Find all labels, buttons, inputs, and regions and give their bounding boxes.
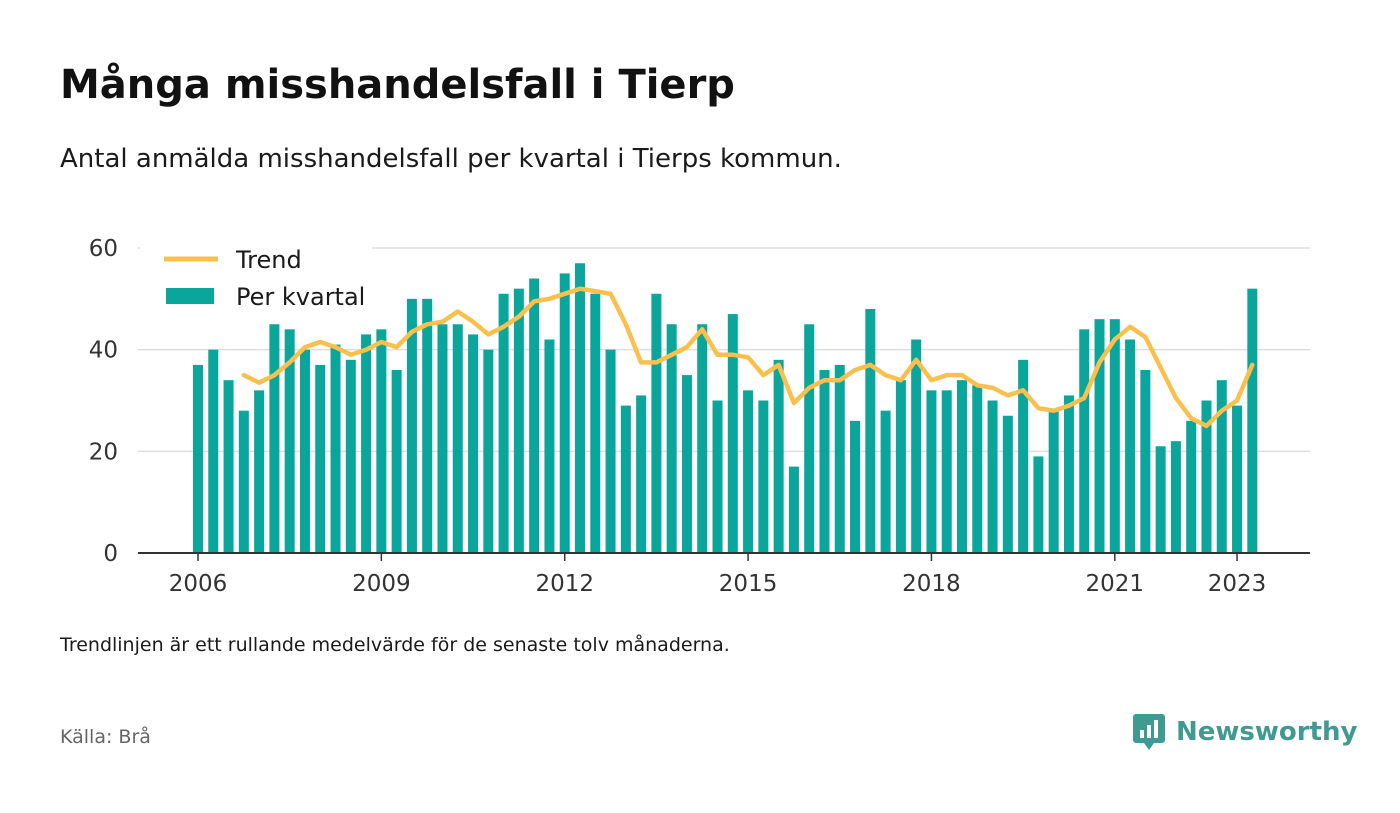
x-tick-label: 2012 xyxy=(535,571,594,597)
bar xyxy=(1018,359,1029,553)
bar xyxy=(666,324,677,553)
y-tick-label: 60 xyxy=(89,236,118,262)
bar xyxy=(529,278,540,553)
bar xyxy=(895,380,906,553)
bar xyxy=(513,288,524,553)
bar xyxy=(911,339,922,553)
bar xyxy=(727,314,738,553)
bar xyxy=(1140,370,1151,553)
bar xyxy=(972,385,983,553)
source-label: Källa: Brå xyxy=(60,726,151,748)
x-tick-label: 2009 xyxy=(352,571,411,597)
bar xyxy=(406,298,417,553)
bar xyxy=(880,410,891,553)
bar xyxy=(1201,400,1212,553)
bar-series xyxy=(193,263,1258,553)
bar xyxy=(1048,410,1059,553)
bar xyxy=(575,263,585,553)
bar xyxy=(987,400,998,553)
bar xyxy=(605,349,616,553)
chart-title: Många misshandelsfall i Tierp xyxy=(60,62,735,108)
bar xyxy=(941,390,952,553)
footnote: Trendlinjen är ett rullande medelvärde f… xyxy=(60,634,730,656)
bar xyxy=(681,375,692,553)
chart-subtitle: Antal anmälda misshandelsfall per kvarta… xyxy=(60,144,842,174)
bar xyxy=(697,324,708,553)
bar xyxy=(926,390,937,553)
x-tick-label: 2021 xyxy=(1086,571,1145,597)
bar xyxy=(559,273,570,553)
brand-name: Newsworthy xyxy=(1176,717,1358,747)
bar xyxy=(957,380,967,553)
bar xyxy=(850,420,861,553)
bar xyxy=(299,349,310,553)
bar xyxy=(651,293,662,553)
trend-line xyxy=(241,286,1255,429)
bar xyxy=(712,400,723,553)
chart: 0 20 40 60 2006 2009 2012 2015 2018 2021 2023 Tre… xyxy=(89,236,1310,597)
bar xyxy=(819,370,830,553)
legend: Trend Per kvartal xyxy=(140,237,372,322)
bar xyxy=(1186,420,1197,553)
x-tick-label: 2023 xyxy=(1208,571,1267,597)
bar xyxy=(361,334,372,553)
bar xyxy=(804,324,815,553)
bar xyxy=(1170,441,1181,553)
brand-logo: Newsworthy xyxy=(1132,712,1357,752)
bar xyxy=(208,349,219,553)
x-axis-ticks: 2006 2009 2012 2015 2018 2021 2023 xyxy=(169,553,1267,597)
bar xyxy=(1109,319,1120,553)
newsworthy-logo-icon xyxy=(1133,714,1165,750)
legend-label-trend: Trend xyxy=(235,246,302,274)
bar xyxy=(376,329,387,553)
legend-swatch-bars xyxy=(166,288,214,304)
y-tick-label: 20 xyxy=(89,439,118,465)
bar xyxy=(468,334,479,553)
x-tick-label: 2006 xyxy=(169,571,228,597)
bar xyxy=(391,370,402,553)
bar xyxy=(590,293,601,553)
y-tick-label: 0 xyxy=(103,541,118,567)
bar xyxy=(788,466,799,553)
bar xyxy=(865,309,876,553)
bar xyxy=(1125,339,1136,553)
x-tick-label: 2018 xyxy=(902,571,961,597)
bar xyxy=(498,293,509,553)
bar xyxy=(223,380,234,553)
bar xyxy=(743,390,754,553)
bar xyxy=(193,364,203,553)
bar xyxy=(544,339,555,553)
bar xyxy=(1094,319,1105,553)
bar xyxy=(330,344,341,553)
legend-label-bars: Per kvartal xyxy=(236,283,365,311)
bar xyxy=(1216,380,1227,553)
y-tick-label: 40 xyxy=(89,338,118,364)
bar xyxy=(1002,415,1013,553)
bar xyxy=(238,410,249,553)
x-tick-label: 2015 xyxy=(719,571,778,597)
bar xyxy=(1063,395,1074,553)
bar xyxy=(345,359,356,553)
bar xyxy=(1033,456,1044,553)
bar xyxy=(1079,329,1090,553)
bar xyxy=(269,324,280,553)
bar xyxy=(1247,288,1258,553)
bar xyxy=(636,395,647,553)
bar xyxy=(834,364,845,553)
bar xyxy=(1155,446,1166,553)
bar xyxy=(284,329,295,553)
bar xyxy=(437,324,448,553)
bar xyxy=(315,364,326,553)
bar xyxy=(483,349,494,553)
bar xyxy=(758,400,769,553)
bar xyxy=(773,359,784,553)
bar xyxy=(422,298,433,553)
bar xyxy=(1232,405,1243,553)
y-axis-ticks: 0 20 40 60 xyxy=(89,236,118,567)
legend-background xyxy=(140,237,372,322)
bar xyxy=(452,324,463,553)
bar xyxy=(254,390,265,553)
bar xyxy=(620,405,631,553)
